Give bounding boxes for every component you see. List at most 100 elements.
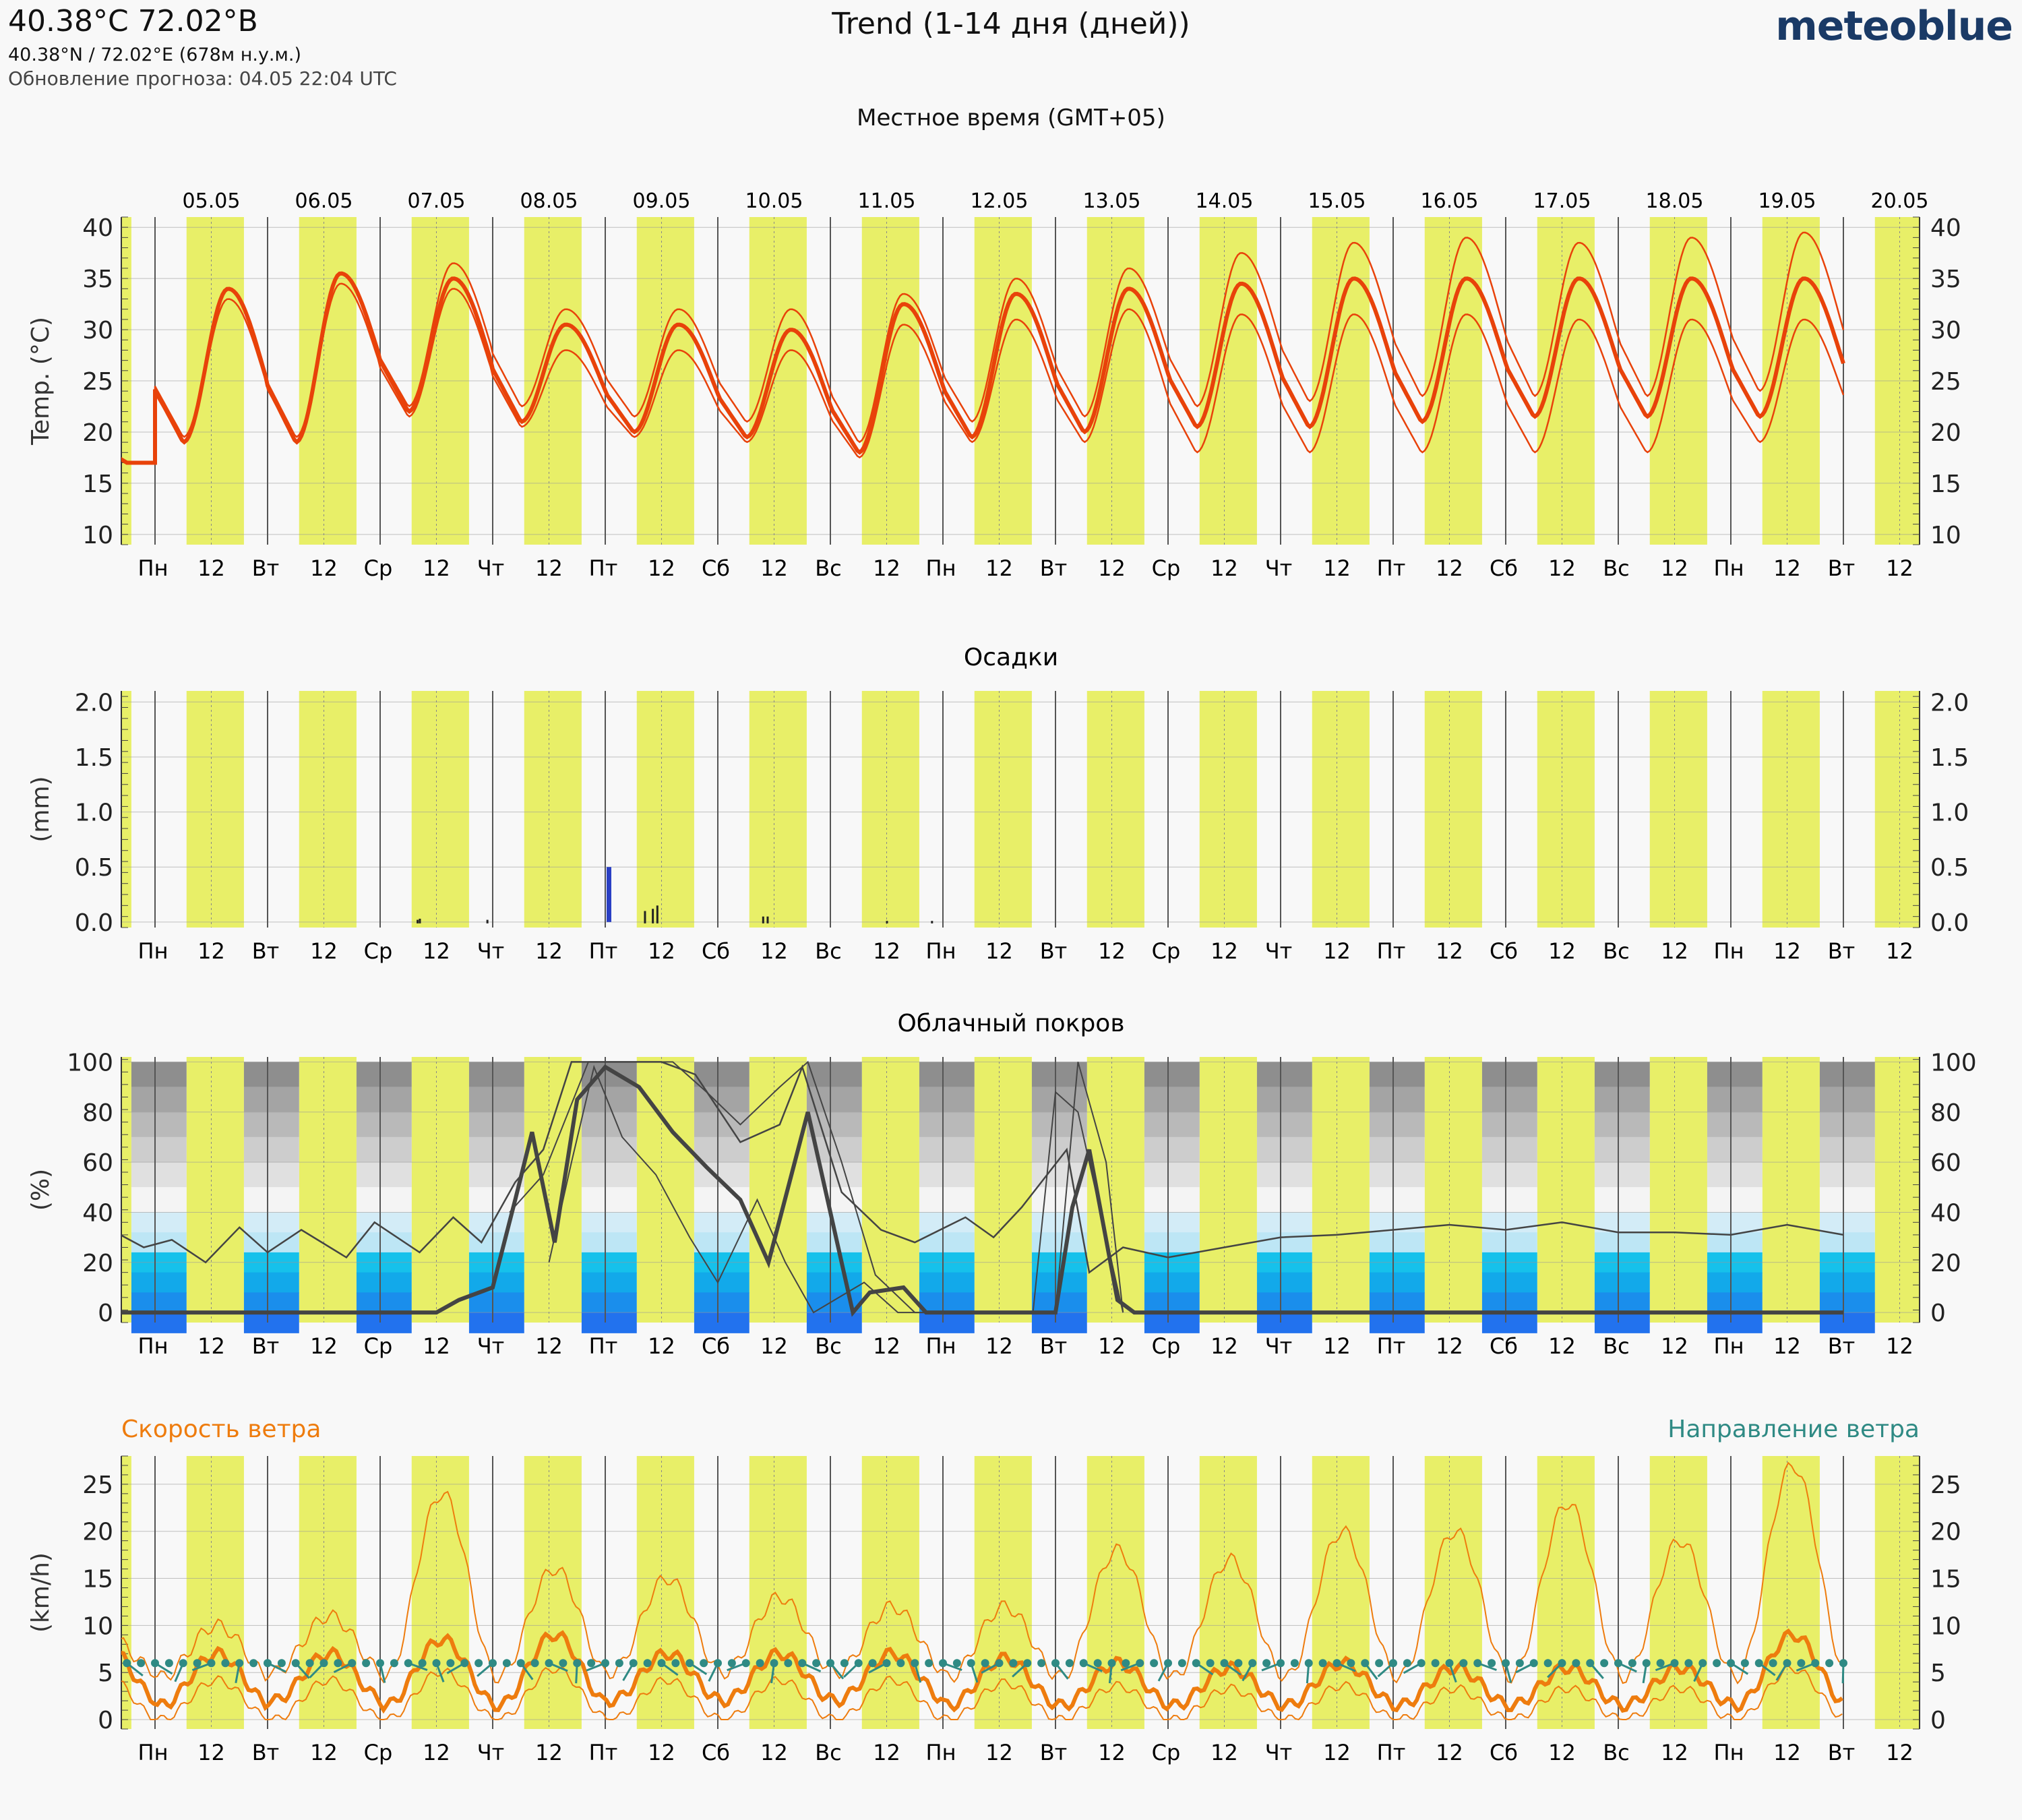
night-clear-band <box>694 1232 749 1253</box>
night-clear-band <box>468 1312 524 1333</box>
wind-direction-dot <box>559 1659 568 1668</box>
wind-direction-dot <box>727 1659 736 1668</box>
night-cloud-band <box>694 1087 749 1112</box>
y-tick-label: 5 <box>98 1660 113 1687</box>
night-cloud-band <box>1819 1136 1875 1163</box>
daylight-band <box>299 1057 357 1323</box>
night-clear-band <box>581 1272 637 1294</box>
local-time-caption: Местное время (GMT+05) <box>857 104 1165 131</box>
wind-direction-arrow <box>708 1662 719 1682</box>
y-tick-label: 25 <box>82 368 113 396</box>
night-clear-band <box>581 1232 637 1253</box>
wind-direction-dot <box>1037 1659 1046 1668</box>
night-cloud-band <box>1144 1162 1200 1188</box>
precip-trace <box>931 921 933 923</box>
x-day-label: Вт <box>1828 555 1856 581</box>
night-cloud-band <box>1369 1087 1425 1112</box>
wind-direction-dot <box>474 1659 483 1668</box>
night-cloud-band <box>1707 1162 1763 1188</box>
night-cloud-band <box>1481 1187 1537 1213</box>
x-noon-label: 12 <box>310 1740 338 1765</box>
x-day-label: Сб <box>702 555 730 581</box>
night-cloud-band <box>1707 1187 1763 1213</box>
y-tick-label: 0 <box>98 1707 113 1734</box>
night-cloud-band <box>806 1162 862 1188</box>
y-tick-label: 30 <box>82 317 113 344</box>
daylight-band <box>1086 1456 1144 1729</box>
wind-direction-arrow <box>1261 1662 1281 1672</box>
x-noon-label: 12 <box>1886 938 1913 964</box>
x-noon-label: 12 <box>760 1333 788 1359</box>
x-day-label: Ср <box>1152 1740 1181 1765</box>
x-day-label: Ср <box>364 938 393 964</box>
precip-trace <box>644 911 646 923</box>
x-day-label: Пт <box>1377 555 1406 581</box>
cloud-mid-line <box>509 1060 1124 1314</box>
daylight-band <box>1874 1057 1920 1323</box>
x-noon-label: 12 <box>197 1333 225 1359</box>
wind-direction-dot <box>812 1659 821 1668</box>
night-clear-band <box>1481 1272 1537 1294</box>
x-day-label: Вт <box>1040 1740 1068 1765</box>
wind-direction-dot <box>1234 1659 1243 1668</box>
x-noon-label: 12 <box>1548 1740 1576 1765</box>
precip-panel: 0.0 0.0 0.5 0.5 1.0 1.0 1.5 1.5 2.0 2.0 Пн 12 Вт 12 Ср… <box>27 644 1969 964</box>
x-day-label: Чт <box>477 938 505 964</box>
night-clear-band <box>1819 1292 1875 1314</box>
daylight-band <box>861 1456 919 1729</box>
night-cloud-band <box>1707 1087 1763 1112</box>
y-tick-label-right: 30 <box>1930 317 1961 344</box>
meteoblue-logo[interactable]: meteoblue <box>1775 3 2013 50</box>
wind-direction-dot <box>164 1659 173 1668</box>
daylight-band <box>974 691 1032 928</box>
daylight-band <box>1762 1057 1820 1323</box>
night-cloud-band <box>1144 1087 1200 1112</box>
wind-direction-arrow <box>868 1662 888 1674</box>
night-clear-band <box>1819 1312 1875 1333</box>
night-clear-band <box>919 1212 975 1234</box>
night-clear-band <box>806 1272 862 1294</box>
wind-direction-dot <box>840 1659 849 1668</box>
wind-direction-dot <box>1206 1659 1215 1668</box>
wind-direction-dot <box>362 1659 371 1668</box>
wind-direction-arrow <box>267 1662 286 1673</box>
x-noon-label: 12 <box>535 1333 563 1359</box>
y-tick-label: 25 <box>82 1472 113 1499</box>
wind-direction-dot <box>1740 1659 1749 1668</box>
wind-direction-dot <box>1459 1659 1468 1668</box>
wind-direction-arrow <box>548 1662 568 1672</box>
night-cloud-band <box>243 1087 299 1112</box>
date-header-label: 18.05 <box>1646 189 1704 213</box>
temp-series-line <box>121 282 1845 464</box>
wind-direction-dot <box>1065 1659 1074 1668</box>
wind-direction-dot <box>587 1659 596 1668</box>
y-tick-label-right: 1.5 <box>1930 744 1969 772</box>
x-day-label: Вт <box>1828 1740 1856 1765</box>
date-header-label: 08.05 <box>520 189 578 213</box>
wind-direction-dot <box>1825 1659 1834 1668</box>
night-clear-band <box>1594 1312 1650 1333</box>
wind-direction-arrow <box>727 1662 747 1672</box>
night-clear-band <box>1256 1232 1312 1253</box>
night-clear-band <box>1369 1272 1425 1294</box>
night-cloud-band <box>1369 1136 1425 1163</box>
temperature-panel: 10 10 15 15 20 20 25 25 30 30 35 35 40 40 Пн 12 Вт 12 Ср 12… <box>27 214 1961 581</box>
wind-direction-arrow <box>970 1662 979 1683</box>
wind-direction-dot <box>1769 1659 1777 1668</box>
x-day-label: Пн <box>1714 555 1744 581</box>
night-cloud-band <box>1031 1112 1087 1137</box>
y-tick-label-right: 15 <box>1930 1566 1961 1594</box>
night-cloud-band <box>1819 1162 1875 1188</box>
temperature-panel-plot <box>121 231 1845 465</box>
night-cloud-band <box>1819 1112 1875 1137</box>
wind-direction-dot <box>221 1659 230 1668</box>
night-clear-band <box>581 1312 637 1333</box>
wind-direction-dot <box>277 1659 286 1668</box>
x-day-label: Вт <box>252 1333 280 1359</box>
wind-direction-dot <box>1797 1659 1806 1668</box>
night-cloud-band <box>1707 1136 1763 1163</box>
precip-trace <box>417 919 419 923</box>
night-clear-band <box>131 1292 187 1314</box>
night-cloud-band <box>1144 1136 1200 1163</box>
